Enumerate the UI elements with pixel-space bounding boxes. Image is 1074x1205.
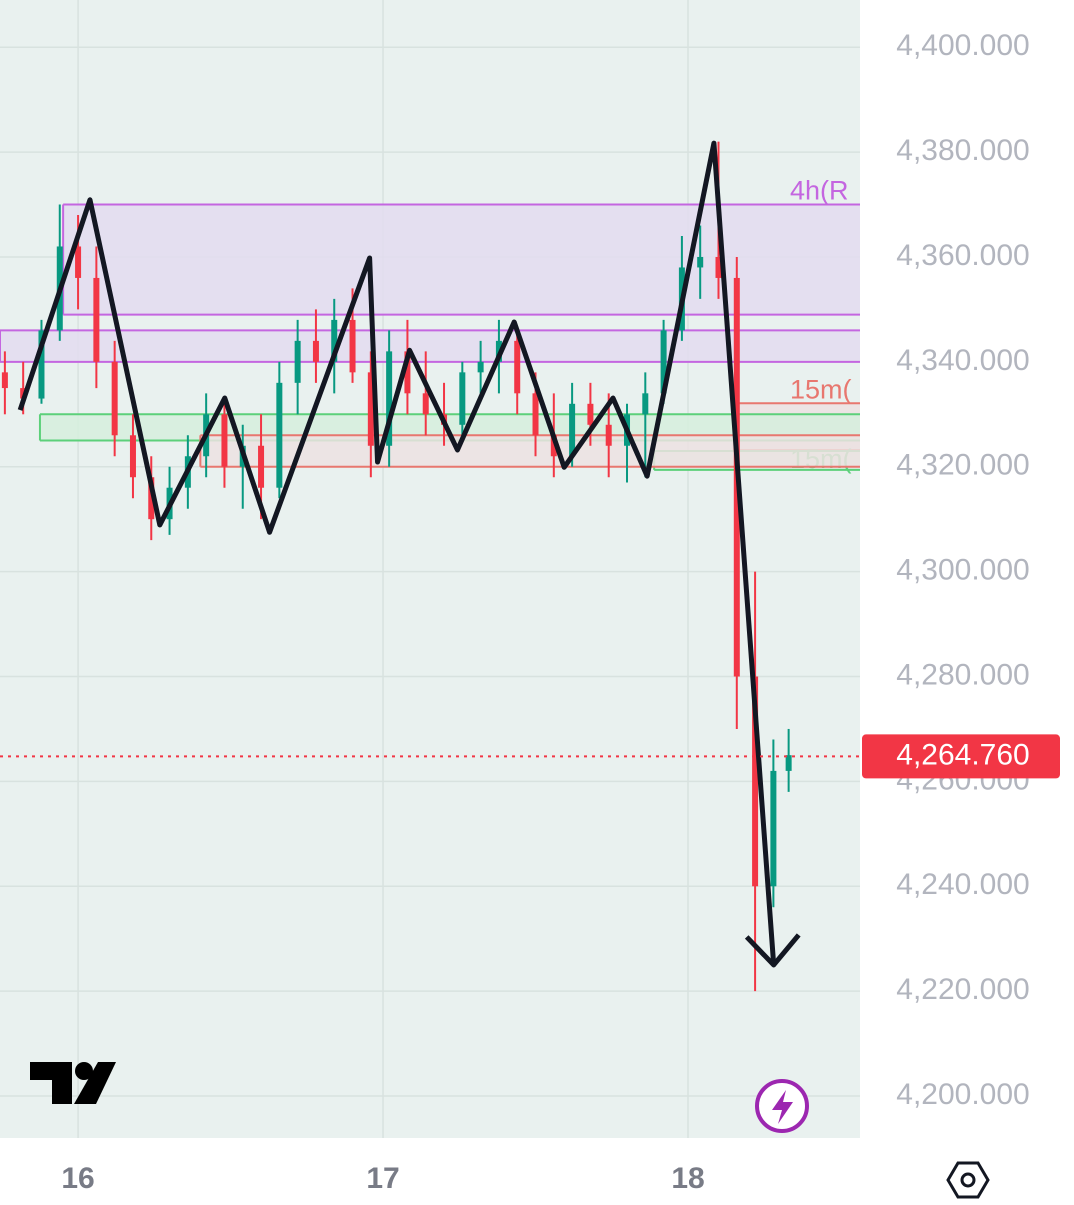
x-tick-label: 16 [61, 1162, 94, 1195]
candle-body [331, 319, 338, 362]
candle-body [404, 351, 411, 394]
candle-body [312, 340, 319, 362]
candle-body [550, 435, 557, 457]
candle-body [221, 414, 228, 467]
y-tick-label: 4,220.000 [896, 973, 1029, 1006]
candle-body [111, 361, 118, 436]
x-tick-label: 18 [671, 1162, 704, 1195]
zone [63, 204, 860, 315]
y-tick-label: 4,320.000 [896, 449, 1029, 482]
candle-body [569, 403, 576, 457]
candle-body [38, 330, 45, 399]
candle-body [258, 445, 265, 488]
plot-background [0, 0, 860, 1138]
candle-body [514, 340, 521, 394]
candle-body [386, 351, 393, 446]
zone [0, 330, 860, 362]
zone [200, 435, 860, 467]
y-tick-label: 4,300.000 [896, 554, 1029, 587]
candle-body [532, 393, 539, 436]
candle-body [660, 330, 667, 394]
y-tick-label: 4,360.000 [896, 239, 1029, 272]
candle-body [276, 382, 283, 488]
candle-body [459, 372, 466, 425]
candle-body [785, 755, 792, 771]
candle-body [752, 676, 759, 887]
candle-body [642, 393, 649, 415]
y-tick-label: 4,340.000 [896, 344, 1029, 377]
candle-body [148, 477, 155, 520]
y-tick-label: 4,280.000 [896, 658, 1029, 691]
zigzag-line [17, 140, 777, 966]
y-tick-label: 4,200.000 [896, 1078, 1029, 1111]
y-tick-label: 4,240.000 [896, 868, 1029, 901]
settings-icon[interactable] [946, 1161, 990, 1199]
candle-body [605, 424, 612, 446]
price-label-box [862, 734, 1060, 779]
candle-body [422, 393, 429, 415]
candle-body [587, 403, 594, 425]
zone-label: 4h(R [790, 176, 849, 206]
x-tick-label: 17 [366, 1162, 399, 1195]
price-label: 4,264.760 [896, 738, 1029, 771]
candle-body [770, 770, 777, 887]
arrow-head [744, 933, 801, 968]
candle-body [367, 372, 374, 446]
candle-body [349, 319, 356, 373]
y-tick-label: 4,400.000 [896, 29, 1029, 62]
tradingview-logo [30, 1062, 116, 1104]
zone-label: 15m( [790, 374, 852, 404]
y-tick-label: 4,380.000 [896, 134, 1029, 167]
lightning-button[interactable] [755, 1079, 809, 1133]
candle-body [93, 277, 100, 362]
candle-body [1, 372, 8, 389]
candle-body [715, 256, 722, 278]
candle-body [477, 361, 484, 373]
candle-body [697, 256, 704, 268]
candle-body [75, 246, 82, 278]
candle-body [294, 340, 301, 383]
candle-body [129, 435, 136, 478]
